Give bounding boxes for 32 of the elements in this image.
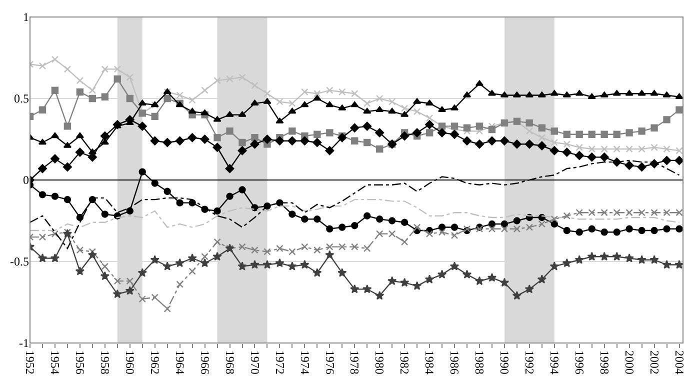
y-tick-label: 1	[23, 10, 29, 24]
y-tick-label: -1	[19, 336, 29, 350]
x-tick-label: 1958	[98, 350, 112, 374]
x-tick-label: 1982	[398, 350, 412, 374]
x-tick-label: 1988	[472, 350, 487, 374]
y-tick-label: 0.5	[14, 92, 29, 106]
y-tick-label: -0.5	[10, 254, 29, 269]
x-tick-label: 1990	[498, 350, 512, 374]
x-tick-label: 1974	[298, 350, 312, 374]
x-tick-label: 1956	[73, 350, 88, 374]
x-tick-label: 1960	[122, 350, 137, 374]
x-tick-label: 1972	[272, 350, 287, 374]
x-tick-label: 1970	[248, 350, 262, 374]
y-tick-label: 0	[23, 173, 29, 188]
x-tick-label: 1952	[23, 350, 38, 374]
x-tick-label: 1962	[148, 350, 162, 374]
x-tick-label: 1992	[522, 350, 537, 374]
x-tick-label: 1968	[222, 350, 237, 374]
x-tick-label: 2004	[672, 350, 686, 374]
x-tick-label: 1978	[348, 350, 362, 374]
x-tick-label: 1980	[372, 350, 387, 374]
x-tick-label: 1996	[572, 350, 586, 374]
x-tick-label: 2002	[647, 350, 662, 374]
x-tick-label: 1964	[172, 350, 187, 374]
x-tick-label: 1984	[422, 350, 437, 374]
x-tick-label: 1998	[597, 350, 612, 374]
x-tick-label: 1954	[48, 350, 62, 374]
x-tick-label: 1976	[322, 350, 337, 374]
x-tick-label: 2000	[622, 350, 636, 374]
x-tick-label: 1986	[448, 350, 462, 374]
x-tick-label: 1966	[198, 350, 212, 374]
x-tick-label: 1994	[548, 350, 562, 374]
